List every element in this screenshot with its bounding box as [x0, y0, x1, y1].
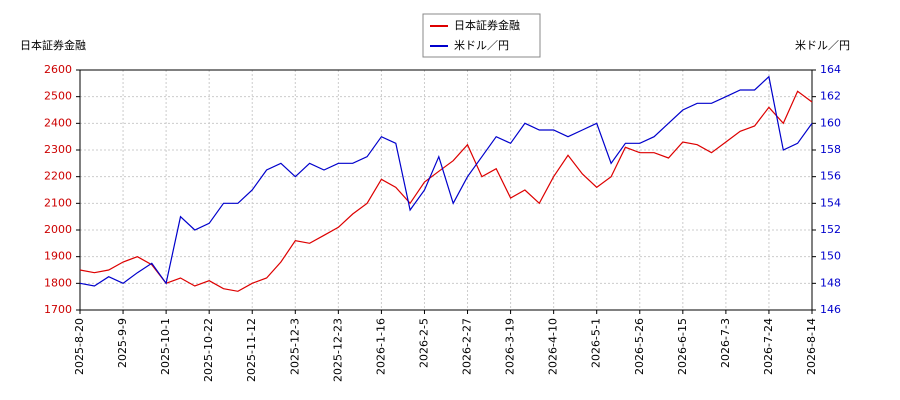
y2-axis-title: 米ドル／円: [795, 39, 850, 52]
x-tick-label: 2025-9-9: [116, 318, 129, 368]
y2-tick-label: 152: [820, 223, 841, 236]
y2-tick-label: 148: [820, 276, 841, 289]
x-tick-label: 2025-12-23: [331, 318, 344, 382]
x-tick-label: 2026-3-19: [504, 318, 517, 375]
x-tick-label: 2026-4-10: [547, 318, 560, 375]
y2-tick-label: 160: [820, 116, 841, 129]
x-tick-label: 2026-5-26: [633, 318, 646, 375]
x-tick-label: 2026-8-14: [805, 318, 818, 375]
x-tick-label: 2025-10-1: [159, 318, 172, 375]
y-tick-label: 2200: [44, 170, 72, 183]
legend-box: [422, 13, 541, 58]
x-tick-label: 2026-7-24: [762, 318, 775, 375]
y-tick-label: 2400: [44, 116, 72, 129]
line-series: [79, 90, 813, 292]
line-series: [79, 75, 813, 287]
y-tick-label: 2000: [44, 223, 72, 236]
x-tick-label: 2025-10-22: [202, 318, 215, 382]
x-tick-label: 2026-5-1: [590, 318, 603, 368]
x-tick-label: 2026-7-3: [719, 318, 732, 368]
x-tick-label: 2026-2-5: [417, 318, 430, 368]
x-tick-label: 2026-2-27: [461, 318, 474, 375]
plot-frame: [79, 69, 813, 311]
y2-tick-label: 162: [820, 90, 841, 103]
legend-label: 日本証券金融: [454, 18, 520, 32]
y2-tick-label: 158: [820, 143, 841, 156]
y2-tick-label: 154: [820, 196, 841, 209]
y-tick-label: 2500: [44, 90, 72, 103]
x-tick-label: 2026-6-15: [676, 318, 689, 375]
legend-label: 米ドル／円: [454, 39, 509, 52]
y-tick-label: 2600: [44, 63, 72, 76]
x-tick-label: 2025-11-12: [245, 318, 258, 382]
y2-tick-label: 164: [820, 63, 841, 76]
y2-tick-label: 150: [820, 250, 841, 263]
y-tick-label: 1700: [44, 303, 72, 316]
x-tick-label: 2025-12-3: [288, 318, 301, 375]
y-tick-label: 1900: [44, 250, 72, 263]
y-tick-label: 2100: [44, 196, 72, 209]
y-axis-title: 日本証券金融: [20, 38, 86, 52]
y2-tick-label: 146: [820, 303, 841, 316]
y-tick-label: 2300: [44, 143, 72, 156]
y-tick-label: 1800: [44, 276, 72, 289]
x-tick-label: 2026-1-16: [374, 318, 387, 375]
y2-tick-label: 156: [820, 170, 841, 183]
x-tick-label: 2025-8-20: [73, 318, 86, 375]
